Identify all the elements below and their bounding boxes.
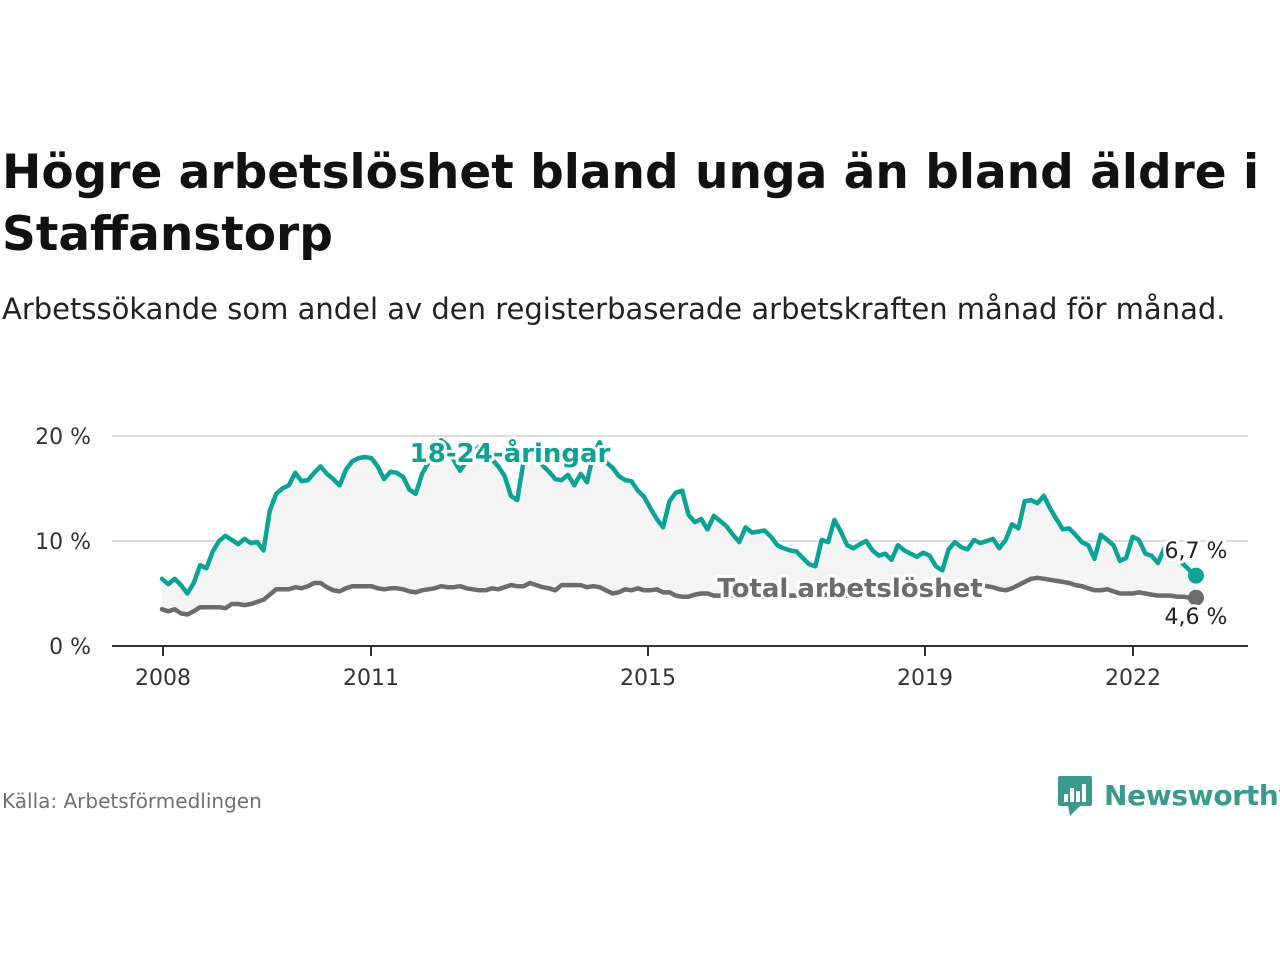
youth-end-value-label-text: 6,7 % (1165, 539, 1228, 564)
x-tick-label-2022: 2022 (1105, 666, 1161, 691)
total-series-label-text: Total arbetslöshet (717, 574, 982, 604)
line-chart: 0 % 10 % 20 % 2008 2011 2015 2019 2022 18-24-å… (35, 425, 1248, 691)
youth-end-value-label: 6,7 %6,7 % (1162, 536, 1231, 567)
total-series-label-halo: Total arbetslöshet (717, 574, 982, 604)
difference-band (162, 440, 1196, 615)
brand-name: Newsworthy (1104, 778, 1280, 812)
x-tick-label-2011: 2011 (343, 666, 399, 691)
y-tick-label-10: 10 % (35, 530, 91, 555)
y-tick-label-20: 20 % (35, 425, 91, 450)
x-tick-label-2015: 2015 (620, 666, 676, 691)
chart-title: Högre arbetslöshet bland unga än bland ä… (2, 145, 1260, 262)
total-end-value-label-halo: 4,6 % (1165, 605, 1228, 630)
series-lines (159, 437, 1204, 617)
x-tick-label-2019: 2019 (897, 666, 953, 691)
newsworthy-logo-icon (1058, 776, 1092, 816)
total-end-value-label: 4,6 %4,6 % (1162, 602, 1231, 633)
youth-line-end-point (1188, 567, 1204, 584)
chart-subtitle: Arbetssökande som andel av den registerb… (2, 292, 1226, 326)
youth-series-label-text: 18-24-åringar (410, 437, 611, 469)
youth-end-value-label-halo: 6,7 % (1165, 539, 1228, 564)
youth-line (159, 437, 1199, 596)
total-end-value-label-text: 4,6 % (1165, 605, 1228, 630)
total-line-end-point (1188, 589, 1204, 606)
newsworthy-logo[interactable]: Newsworthy (1058, 772, 1280, 818)
youth-series-label-halo: 18-24-åringar (410, 437, 611, 469)
x-tick-label-2008: 2008 (135, 666, 191, 691)
y-tick-label-0: 0 % (49, 635, 91, 660)
total-line (159, 575, 1199, 617)
source-note: Källa: Arbetsförmedlingen (2, 789, 262, 813)
axes: 2008 2011 2015 2019 2022 (112, 645, 1248, 691)
